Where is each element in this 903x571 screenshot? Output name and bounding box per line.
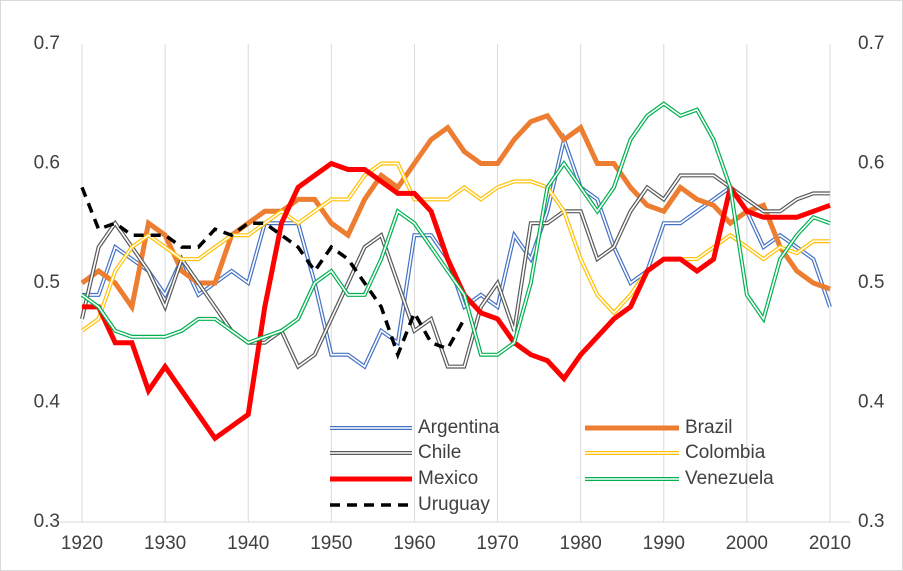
x-tick-label: 1920 xyxy=(61,533,103,554)
x-tick-label: 1960 xyxy=(393,533,435,554)
x-tick-label: 1930 xyxy=(144,533,186,554)
line-inner xyxy=(81,174,830,368)
legend-label: Venezuela xyxy=(685,468,774,489)
y2-tick-label: 0.6 xyxy=(858,153,884,174)
line xyxy=(80,112,831,314)
y-tick-label: 0.3 xyxy=(34,511,60,532)
x-tick-label: 1990 xyxy=(643,533,685,554)
legend-label: Colombia xyxy=(685,442,766,463)
y-tick-label: 0.6 xyxy=(34,153,60,174)
x-tick-label: 1980 xyxy=(560,533,602,554)
legend-label: Mexico xyxy=(418,468,478,489)
x-tick-label: 1950 xyxy=(310,533,352,554)
legend-label: Chile xyxy=(418,442,461,463)
x-tick-label: 1970 xyxy=(476,533,518,554)
y-tick-label: 0.4 xyxy=(34,392,61,413)
y2-tick-label: 0.3 xyxy=(858,511,884,532)
line-inner xyxy=(81,162,830,332)
x-tick-label: 1940 xyxy=(227,533,269,554)
legend-label: Uruguay xyxy=(418,494,490,515)
legend-label: Argentina xyxy=(418,417,500,438)
y2-tick-label: 0.5 xyxy=(858,272,884,293)
x-tick-label: 2000 xyxy=(726,533,768,554)
y2-tick-label: 0.7 xyxy=(858,33,884,54)
line xyxy=(82,160,831,442)
x-tick-label: 2010 xyxy=(809,533,851,554)
legend-label: Brazil xyxy=(685,417,733,438)
y-tick-label: 0.5 xyxy=(34,272,60,293)
y-tick-label: 0.7 xyxy=(34,33,60,54)
line xyxy=(80,186,466,360)
line-inner xyxy=(81,102,831,356)
y2-tick-label: 0.4 xyxy=(858,392,885,413)
